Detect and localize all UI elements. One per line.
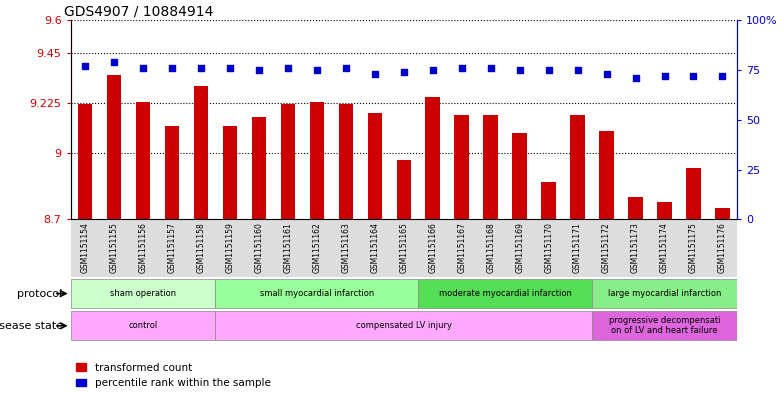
Bar	[136, 102, 151, 219]
Bar	[165, 126, 180, 219]
Bar	[484, 115, 498, 219]
Bar	[252, 118, 266, 219]
Bar	[715, 208, 730, 219]
Bar	[592, 311, 737, 340]
Point	[281, 64, 294, 71]
Text: GSM1151156: GSM1151156	[139, 222, 147, 273]
Text: disease state: disease state	[0, 321, 63, 331]
Text: GSM1151167: GSM1151167	[457, 222, 466, 273]
Point	[601, 70, 613, 77]
Bar	[368, 113, 382, 219]
Point	[136, 64, 149, 71]
Point	[310, 66, 323, 73]
Point	[426, 66, 439, 73]
Point	[514, 66, 526, 73]
Text: GSM1151172: GSM1151172	[602, 222, 611, 273]
Text: GSM1151165: GSM1151165	[399, 222, 408, 273]
Bar	[542, 182, 556, 219]
Bar	[657, 202, 672, 219]
Text: GSM1151159: GSM1151159	[226, 222, 234, 273]
Text: GSM1151162: GSM1151162	[312, 222, 321, 273]
Text: GSM1151173: GSM1151173	[631, 222, 640, 273]
Text: GSM1151155: GSM1151155	[110, 222, 118, 273]
Bar	[216, 311, 592, 340]
Bar	[686, 168, 701, 219]
Text: GSM1151174: GSM1151174	[660, 222, 669, 273]
Bar	[570, 115, 585, 219]
Bar	[628, 197, 643, 219]
Text: small myocardial infarction: small myocardial infarction	[260, 289, 374, 298]
Point	[630, 74, 642, 81]
Text: progressive decompensati
on of LV and heart failure: progressive decompensati on of LV and he…	[608, 316, 720, 336]
Bar	[310, 102, 324, 219]
Point	[688, 72, 700, 79]
Text: GSM1151161: GSM1151161	[283, 222, 292, 273]
Bar	[71, 279, 216, 308]
Point	[194, 64, 207, 71]
Bar	[513, 133, 527, 219]
Text: GSM1151154: GSM1151154	[81, 222, 89, 273]
Point	[107, 59, 120, 65]
Point	[543, 66, 555, 73]
Bar	[78, 104, 93, 219]
Bar	[426, 97, 440, 219]
Bar	[71, 311, 216, 340]
Text: GSM1151170: GSM1151170	[544, 222, 554, 273]
Text: GSM1151171: GSM1151171	[573, 222, 582, 273]
Text: control: control	[129, 321, 158, 330]
Bar	[592, 279, 737, 308]
Text: GSM1151168: GSM1151168	[486, 222, 495, 273]
Text: GSM1151157: GSM1151157	[168, 222, 176, 273]
Point	[78, 62, 91, 69]
Point	[659, 72, 671, 79]
Point	[165, 64, 178, 71]
Bar	[194, 86, 209, 219]
Point	[252, 66, 265, 73]
Bar	[216, 279, 418, 308]
Text: GSM1151163: GSM1151163	[341, 222, 350, 273]
Text: GDS4907 / 10884914: GDS4907 / 10884914	[64, 4, 213, 18]
Point	[368, 70, 381, 77]
Text: moderate myocardial infarction: moderate myocardial infarction	[439, 289, 572, 298]
Bar	[281, 104, 295, 219]
Bar	[418, 279, 592, 308]
Point	[456, 64, 468, 71]
Point	[717, 72, 729, 79]
Bar	[339, 104, 353, 219]
Text: GSM1151158: GSM1151158	[197, 222, 205, 273]
Text: protocol: protocol	[17, 288, 63, 299]
Bar	[455, 115, 469, 219]
Bar	[397, 160, 411, 219]
Point	[223, 64, 236, 71]
Point	[339, 64, 352, 71]
Text: GSM1151166: GSM1151166	[428, 222, 437, 273]
Text: GSM1151169: GSM1151169	[515, 222, 524, 273]
Text: GSM1151160: GSM1151160	[254, 222, 263, 273]
Text: GSM1151164: GSM1151164	[370, 222, 379, 273]
Bar	[223, 126, 237, 219]
Bar	[107, 75, 122, 219]
Text: GSM1151176: GSM1151176	[718, 222, 727, 273]
Point	[572, 66, 584, 73]
Text: compensated LV injury: compensated LV injury	[356, 321, 452, 330]
Legend: transformed count, percentile rank within the sample: transformed count, percentile rank withi…	[76, 363, 270, 388]
Text: GSM1151175: GSM1151175	[689, 222, 698, 273]
Text: large myocardial infarction: large myocardial infarction	[608, 289, 721, 298]
Text: sham operation: sham operation	[110, 289, 176, 298]
Point	[397, 68, 410, 75]
Bar	[599, 130, 614, 219]
Point	[485, 64, 497, 71]
